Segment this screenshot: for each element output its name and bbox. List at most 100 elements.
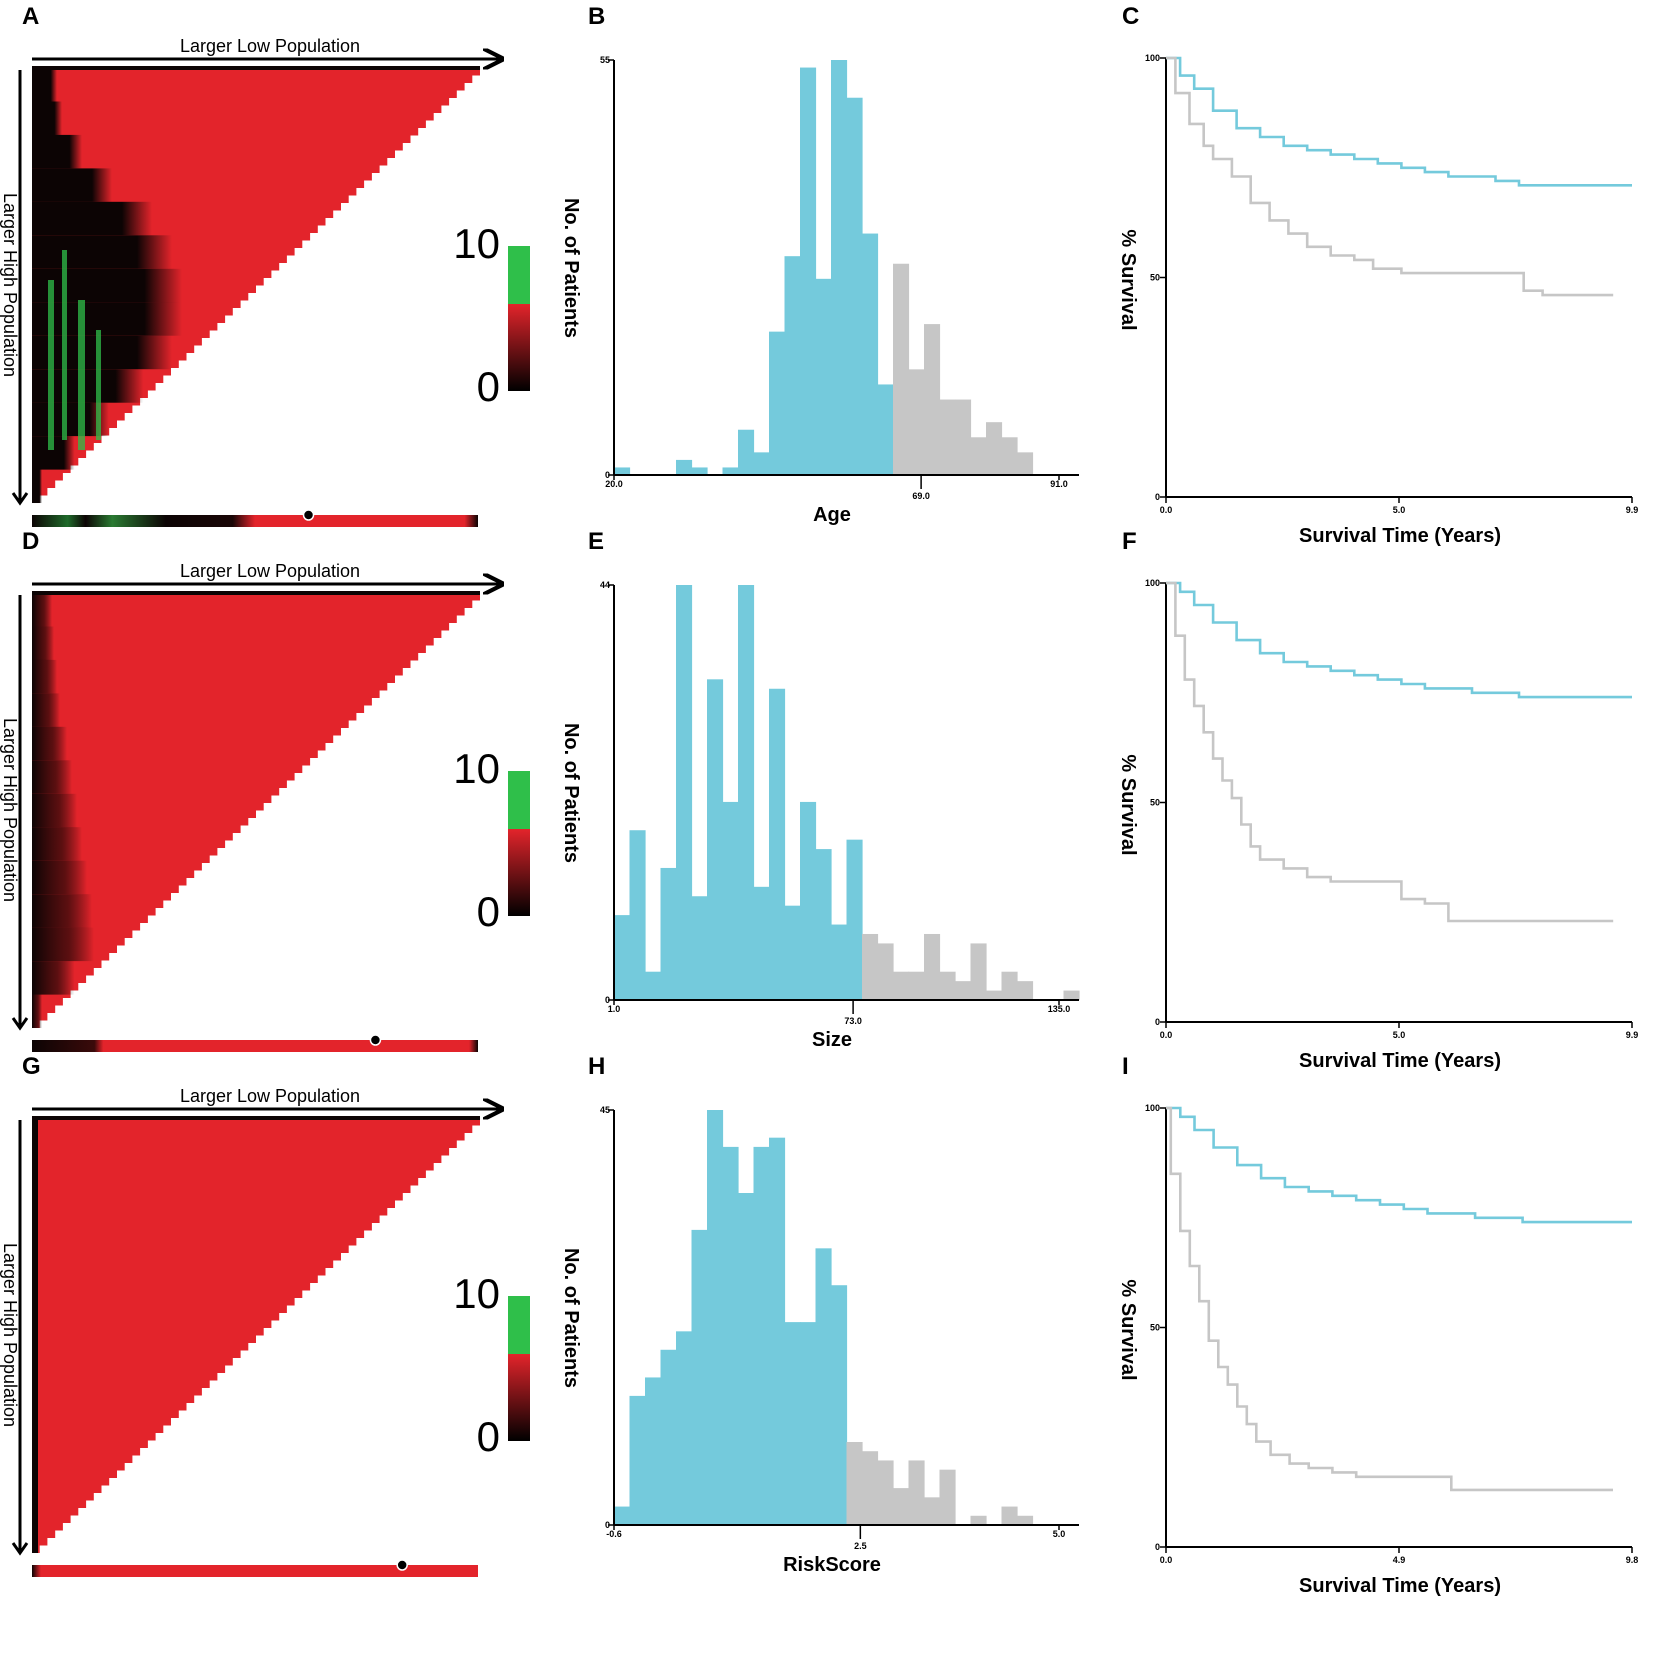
y-tick-label: 0 [1155,492,1160,502]
x-axis-label: Size [812,1029,852,1051]
y-tick-label: 100 [1145,578,1160,588]
histogram-bar-high [893,1488,910,1525]
histogram-bar-low [676,459,693,475]
histogram-bar-low [722,467,739,475]
heatmap-shadow-band [32,593,52,627]
histogram-bar-low [753,886,770,1000]
histogram-bar-high [1017,1515,1034,1525]
histogram-bar-low [738,1193,755,1525]
heatmap-shadow-band [32,894,92,928]
histogram-bar-high [955,981,972,1000]
histogram-bar-low [800,801,817,1000]
cutpoint-bar [32,515,478,527]
histogram-bar-high [955,399,972,475]
heatmap-shadow-band [32,235,172,269]
panel-label: H [588,1053,605,1080]
cutpoint-bar [32,1040,478,1052]
histogram-bar-high [893,971,910,1000]
histogram-bar-high [1001,437,1018,475]
histogram-bar-low [614,467,631,475]
histogram-bar-high [1017,452,1034,475]
x-tick-label: 5.0 [1393,1030,1406,1040]
panel-label: F [1122,528,1137,555]
y-tick-label: 50 [1150,798,1160,808]
heatmap-green-streak [96,330,101,440]
histogram-bar-high [862,933,879,1000]
histogram-bar-low [815,278,832,475]
x-tick-label: 69.0 [912,491,930,501]
histogram-bar-high [924,1497,941,1525]
y-arrow-head [11,492,29,506]
heatmap-shadow-band [32,335,172,370]
histogram-bar-low [815,849,832,1000]
x-tick-label: 9.8 [1626,1555,1639,1565]
heatmap-shadow-band [32,268,182,303]
histogram-bar-low [769,1137,786,1525]
histogram-bar-high [970,1515,987,1525]
x-tick-label: 20.0 [605,479,623,489]
histogram-bar-high [939,971,956,1000]
x-tick-label: 4.9 [1393,1555,1406,1565]
histogram-bar-low [660,867,677,1000]
colorbar-min-label: 0 [477,1413,500,1460]
heatmap-top-edge [32,591,480,595]
y-tick-label: 44 [600,580,610,590]
x-arrow-label: Larger Low Population [180,561,360,581]
histogram-bar-low [846,97,863,475]
y-arrow-head [11,1017,29,1031]
heatmap-green-streak [62,250,67,440]
y-axis-label: % Survival [1117,229,1139,330]
survival-curve-high [1166,56,1614,297]
y-axis-label: No. of Patients [560,198,582,338]
panel-label: I [1122,1053,1129,1080]
histogram-bar-low [877,384,894,475]
x-axis-label: Survival Time (Years) [1299,1575,1501,1597]
y-axis-label: No. of Patients [560,1248,582,1388]
histogram-bar-low [831,924,848,1000]
histogram-bar-high [970,437,987,475]
panel-label: C [1122,3,1139,30]
histogram-bar-low [769,331,786,475]
heatmap-shadow-band [32,827,82,861]
y-tick-label: 0 [1155,1017,1160,1027]
x-tick-label: 9.9 [1626,505,1639,515]
y-axis-label: % Survival [1117,754,1139,855]
panel-label: G [22,1053,41,1080]
heatmap-green-streak [78,300,85,450]
survival-curve-high [1166,1106,1613,1492]
heatmap-triangle [32,68,480,503]
histogram-bar-high [1017,981,1034,1000]
histogram-bar-low [645,1377,662,1525]
x-tick-label: 1.0 [608,1004,621,1014]
heatmap-shadow-band [32,168,112,202]
histogram-bar-low [784,1322,801,1525]
x-tick-label: 9.9 [1626,1030,1639,1040]
y-tick-label: 0 [605,995,610,1005]
histogram-bar-low [753,452,770,475]
x-axis-label: Survival Time (Years) [1299,1050,1501,1072]
histogram-bar-low [629,830,646,1000]
heatmap-shadow-band [32,134,82,169]
y-axis-label: No. of Patients [560,723,582,863]
y-tick-label: 100 [1145,53,1160,63]
y-tick-label: 45 [600,1105,610,1115]
histogram-bar-high [1001,971,1018,1000]
histogram-bar-low [629,1395,646,1525]
histogram-bar-low [815,1248,832,1525]
histogram-bar-low [707,1110,724,1525]
x-axis-label: RiskScore [783,1554,881,1576]
cutpoint-marker [396,1559,408,1571]
histogram-bar-high [970,943,987,1000]
x-tick-label: 5.0 [1053,1529,1066,1539]
histogram-bar-low [660,1349,677,1525]
x-tick-label: 0.0 [1160,505,1173,515]
histogram-bar-low [722,801,739,1000]
y-tick-label: 0 [605,470,610,480]
histogram-bar-high [986,422,1003,475]
histogram-bar-low [645,971,662,1000]
histogram-bar-low [769,688,786,1000]
histogram-bar-low [738,585,755,1000]
x-tick-label: 5.0 [1393,505,1406,515]
histogram-bar-low [707,679,724,1000]
histogram-bar-low [800,67,817,476]
